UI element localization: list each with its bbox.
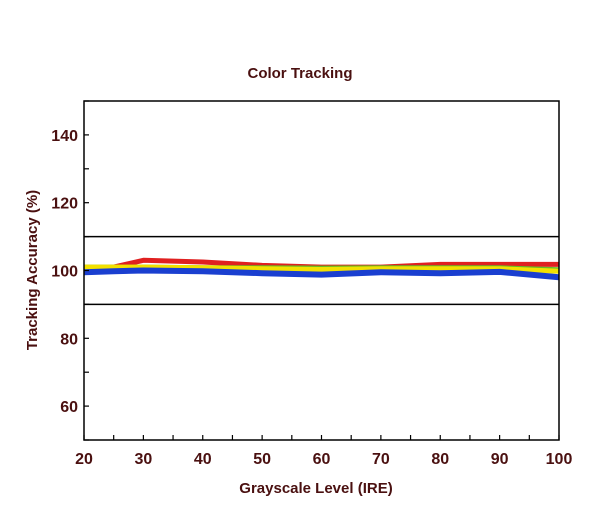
x-axis-label: Grayscale Level (IRE): [239, 480, 392, 497]
y-axis-label: Tracking Accuracy (%): [24, 190, 41, 350]
x-tick-label-90: 90: [491, 451, 509, 468]
y-tick-label-100: 100: [51, 264, 78, 281]
series-line-2: [84, 264, 560, 274]
y-tick-label-120: 120: [51, 196, 78, 213]
y-tick-label-140: 140: [51, 128, 78, 145]
x-tick-label-20: 20: [75, 451, 93, 468]
x-tick-label-100: 100: [546, 451, 573, 468]
x-tick-label-40: 40: [194, 451, 212, 468]
x-tick-label-70: 70: [372, 451, 390, 468]
y-tick-label-60: 60: [60, 399, 78, 416]
series-line-3: [83, 267, 560, 281]
x-tick-label-50: 50: [253, 451, 271, 468]
plot-area: 60 80 100 120 140 20 30 40 50 60 70 80 90 100: [51, 100, 573, 468]
y-tick-label-80: 80: [60, 331, 78, 348]
x-tick-label-60: 60: [313, 451, 331, 468]
x-tick-label-30: 30: [134, 451, 152, 468]
chart-title: Color Tracking: [247, 65, 352, 82]
x-tick-label-80: 80: [431, 451, 449, 468]
